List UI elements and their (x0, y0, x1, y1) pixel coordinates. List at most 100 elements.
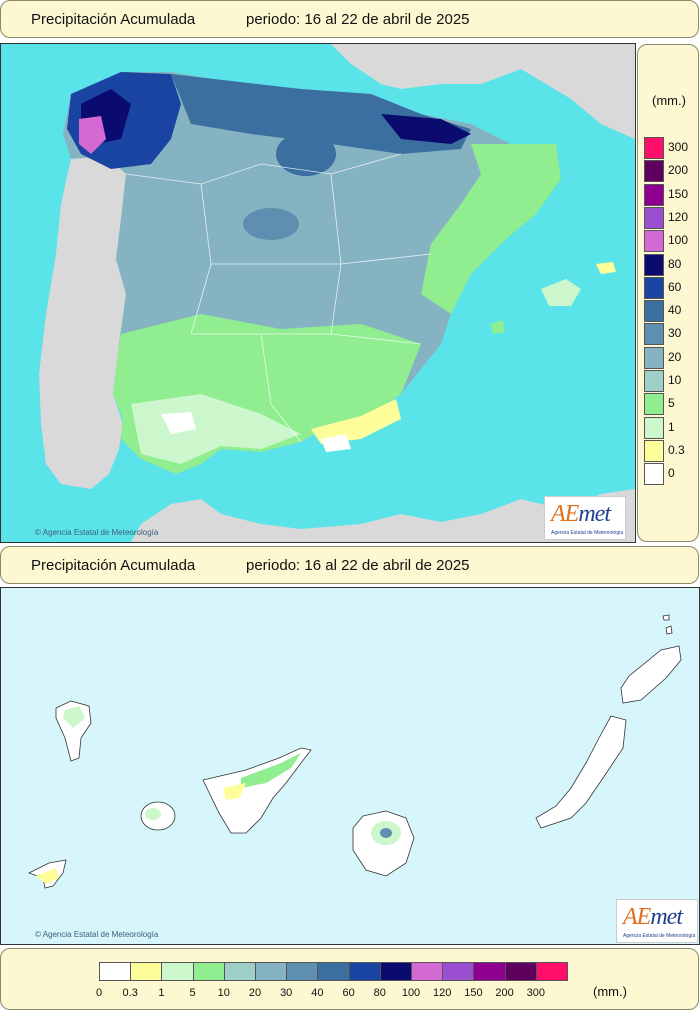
gran-canaria-peak (380, 828, 392, 838)
peninsula-title-bar: Precipitación Acumulada periodo: 16 al 2… (0, 0, 699, 38)
hlegend-label-1: 1 (158, 987, 165, 999)
cantabrian-peak (381, 114, 471, 144)
canary-credit-text: © Agencia Estatal de Meteorología (35, 930, 159, 939)
menorca (596, 262, 616, 274)
legend-swatch-20 (644, 346, 664, 369)
credit-text: © Agencia Estatal de Meteorología (35, 528, 159, 537)
hlegend-swatch-1 (161, 962, 194, 981)
hlegend-swatch-80 (379, 962, 412, 981)
legend-swatch-10 (644, 370, 664, 392)
central-core (243, 208, 299, 240)
france-land (331, 44, 635, 139)
legend-swatch-0 (644, 463, 664, 486)
legend-label-30: 30 (668, 326, 682, 341)
central-north-core (276, 132, 336, 176)
legend-swatch-200 (644, 160, 664, 183)
la-palma-precip (63, 706, 85, 728)
hlegend-swatch-300 (535, 962, 568, 981)
legend-label-0: 0 (668, 466, 675, 481)
legend-swatch-40 (644, 300, 664, 323)
hlegend-swatch-20 (255, 962, 288, 981)
hlegend-label-300: 300 (526, 987, 545, 999)
southeast-yellow (311, 399, 401, 444)
canary-sea (1, 588, 699, 944)
hlegend-label-20: 20 (248, 987, 262, 999)
hlegend-label-100: 100 (401, 987, 421, 999)
legend-label-0.3: 0.3 (668, 442, 685, 457)
ibiza (491, 320, 505, 334)
map-period: periodo: 16 al 22 de abril de 2025 (246, 11, 470, 28)
legend-swatch-30 (644, 323, 664, 346)
hlegend-swatch-150 (473, 962, 506, 981)
legend-swatch-150 (644, 183, 664, 206)
legend-label-120: 120 (668, 209, 689, 224)
hlegend-label-200: 200 (495, 987, 514, 999)
legend-label-300: 300 (668, 140, 689, 154)
hlegend-swatch-0.3 (130, 962, 163, 981)
canary-period: periodo: 16 al 22 de abril de 2025 (246, 557, 470, 574)
horizontal-legend-unit: (mm.) (593, 984, 627, 999)
canary-title-bar: Precipitación Acumulada periodo: 16 al 2… (0, 546, 699, 584)
legend-swatch-80 (644, 253, 664, 276)
legend-swatch-1 (644, 416, 664, 439)
legend-label-80: 80 (668, 256, 682, 271)
canary-aemet-logo: AEmet Agencia Estatal de Meteorología (616, 899, 698, 943)
lanzarote (620, 645, 682, 704)
islet-2 (662, 614, 670, 621)
hlegend-swatch-120 (442, 962, 475, 981)
peninsula-map: © Agencia Estatal de Meteorología AEmet … (0, 43, 636, 543)
hlegend-label-60: 60 (342, 987, 355, 999)
east-low-precip (421, 144, 561, 314)
hlegend-swatch-30 (286, 962, 319, 981)
tenerife-yellow (223, 783, 246, 800)
hlegend-label-10: 10 (217, 987, 230, 999)
aemet-logo: AEmet Agencia Estatal de Meteorología (544, 496, 626, 540)
hlegend-label-80: 80 (373, 987, 386, 999)
cantabrian-band (171, 74, 471, 154)
almeria-dry (321, 434, 351, 452)
islet-1 (665, 625, 673, 635)
region-borders (125, 153, 432, 443)
andalusia-lightest (131, 394, 301, 464)
legend-label-20: 20 (668, 349, 682, 364)
legend-swatch-100 (644, 230, 664, 253)
tenerife-precip (241, 753, 301, 788)
north-africa-land (131, 489, 635, 542)
legend-label-150: 150 (668, 186, 689, 201)
legend-swatch-120 (644, 206, 664, 229)
hlegend-swatch-0 (99, 962, 132, 981)
gomera-precip (145, 808, 161, 820)
portugal-land (39, 156, 126, 489)
legend-label-60: 60 (668, 279, 682, 294)
huelva-dry (161, 412, 196, 434)
hlegend-swatch-5 (192, 962, 225, 981)
hlegend-swatch-10 (223, 962, 256, 981)
hlegend-swatch-40 (317, 962, 350, 981)
legend-label-100: 100 (668, 233, 689, 248)
hlegend-swatch-100 (411, 962, 444, 981)
vertical-legend: (mm.) 0 0.3 1 5 10 20 30 40 60 80 100 120 150 200 300 (637, 44, 699, 542)
horizontal-legend: 0 0.3 1 5 10 20 30 40 60 80 100 120 150 200 300 (mm.) (0, 948, 699, 1010)
galicia-extreme-precip (79, 116, 106, 154)
canary-title: Precipitación Acumulada (31, 557, 196, 574)
hlegend-label-5: 5 (189, 987, 196, 999)
mallorca (541, 279, 581, 306)
hlegend-swatch-60 (348, 962, 381, 981)
hlegend-label-150: 150 (464, 987, 483, 999)
legend-label-5: 5 (668, 396, 675, 411)
fuerteventura (535, 715, 627, 829)
legend-swatch-60 (644, 276, 664, 299)
hlegend-label-0.3: 0.3 (122, 987, 138, 999)
hlegend-label-120: 120 (433, 987, 452, 999)
legend-label-40: 40 (668, 303, 682, 318)
canary-map: © Agencia Estatal de Meteorología AEmet … (0, 587, 700, 945)
hlegend-label-40: 40 (311, 987, 324, 999)
map-title: Precipitación Acumulada (31, 11, 196, 28)
hlegend-label-30: 30 (280, 987, 293, 999)
legend-swatch-300 (644, 137, 664, 159)
legend-label-200: 200 (668, 163, 689, 178)
legend-swatch-0.3 (644, 439, 664, 462)
legend-label-1: 1 (668, 419, 675, 434)
legend-swatch-5 (644, 393, 664, 416)
legend-label-10: 10 (668, 373, 682, 387)
